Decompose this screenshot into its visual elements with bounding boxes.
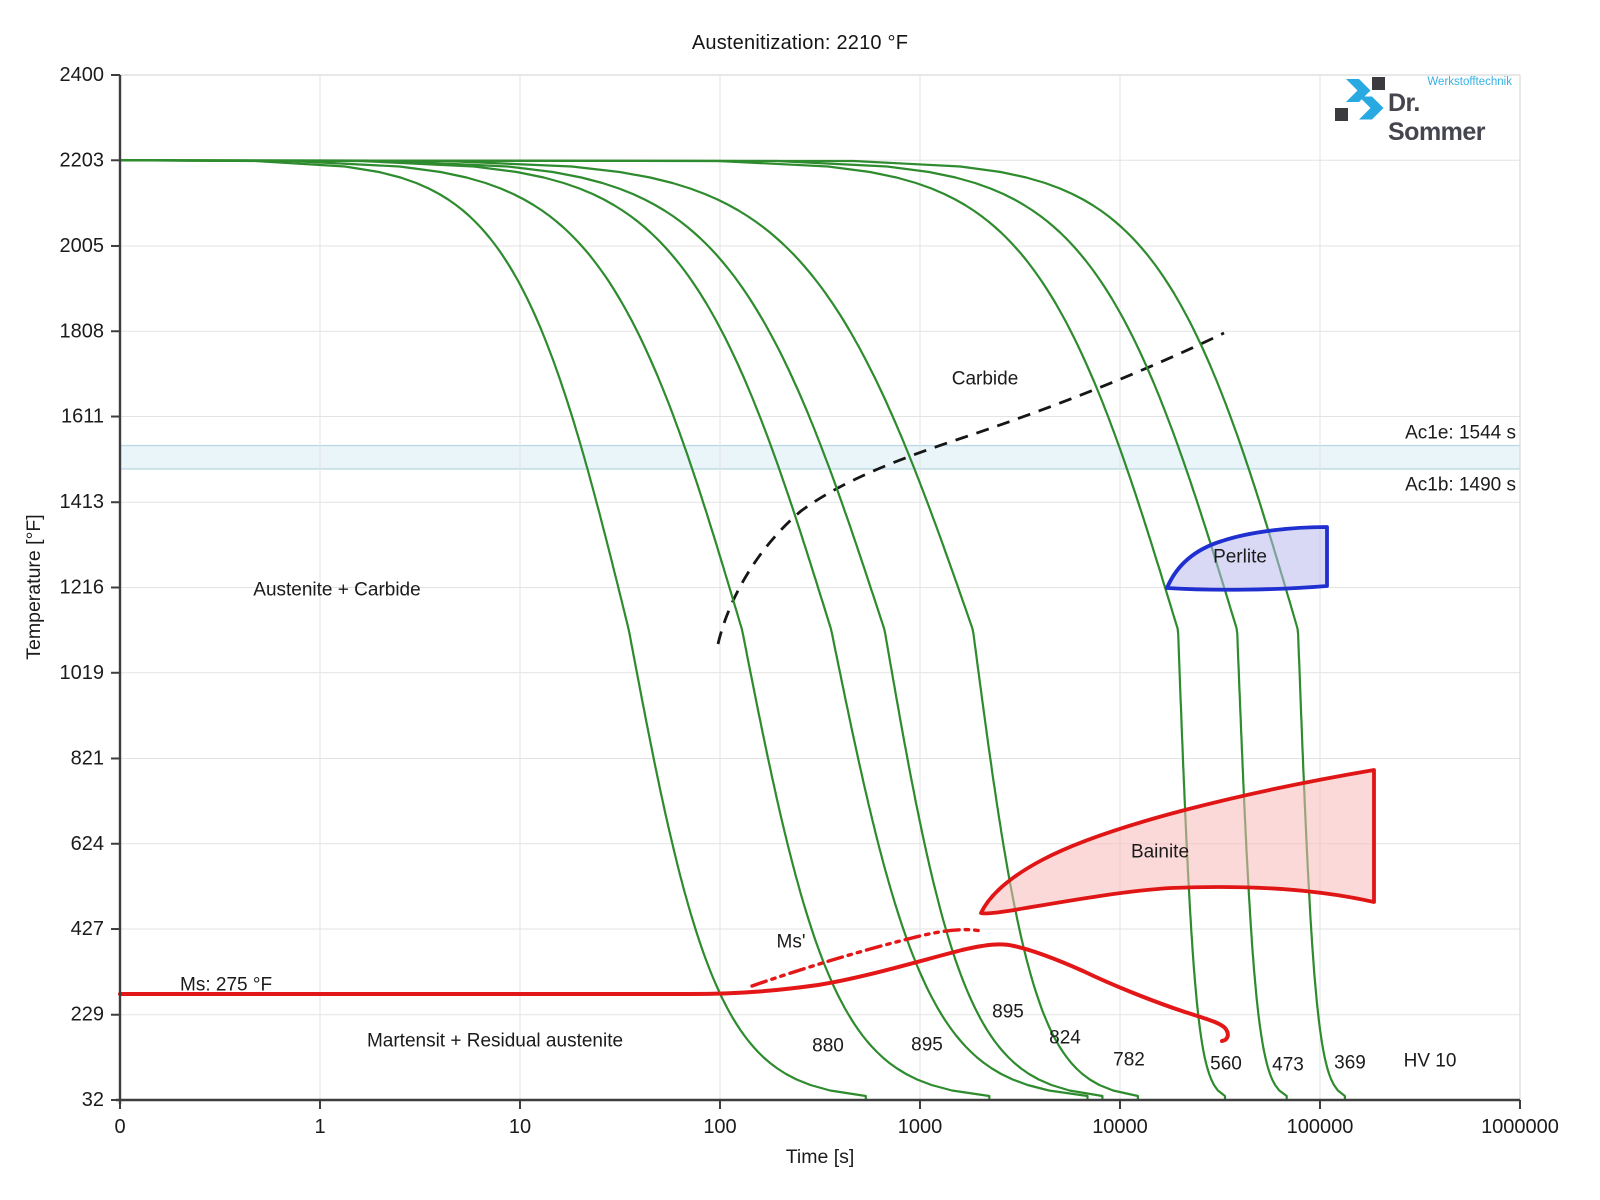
cooling-curves bbox=[120, 159, 1347, 1100]
carbide-curve bbox=[716, 331, 1225, 645]
annotation-label: 560 bbox=[1210, 1054, 1242, 1075]
y-tick-label: 32 bbox=[82, 1089, 104, 1111]
annotation-label: Ac1e: 1544 s bbox=[1405, 423, 1516, 444]
y-tick-label: 2005 bbox=[60, 235, 105, 257]
x-tick-label: 1 bbox=[314, 1116, 325, 1138]
annotations: Austenite + Carbide Carbide Perlite Bainite… bbox=[180, 369, 1516, 1076]
x-tick-label: 1000 bbox=[898, 1116, 943, 1138]
tick-labels: 2400 2203 2005 1808 1611 1413 1216 1019 821 624 42… bbox=[60, 64, 1559, 1138]
y-tick-label: 1216 bbox=[60, 577, 105, 599]
cooling-curve bbox=[120, 159, 1347, 1100]
x-tick-label: 10 bbox=[509, 1116, 531, 1138]
ac1-band bbox=[120, 444, 1520, 470]
cooling-curve bbox=[120, 159, 1288, 1100]
y-tick-label: 1808 bbox=[60, 320, 105, 342]
x-axis-title: Time [s] bbox=[786, 1146, 855, 1168]
logo-brand: Dr. Sommer bbox=[1388, 89, 1486, 146]
ms-prime-curve bbox=[750, 927, 983, 988]
y-tick-label: 1019 bbox=[60, 662, 105, 684]
annotation-label: Perlite bbox=[1213, 547, 1267, 568]
perlite-outline bbox=[1165, 525, 1329, 592]
chart-title: Austenitization: 2210 °F bbox=[691, 32, 909, 54]
y-tick-label: 229 bbox=[71, 1004, 104, 1026]
annotation-label: Carbide bbox=[952, 369, 1019, 390]
x-tick-label: 0 bbox=[114, 1116, 125, 1138]
perlite-region bbox=[1165, 525, 1329, 592]
annotation-label: 895 bbox=[911, 1035, 943, 1056]
cooling-curve bbox=[120, 159, 1227, 1100]
bainite-fill bbox=[981, 770, 1374, 914]
gridlines bbox=[120, 74, 1521, 1100]
ms-curve bbox=[118, 942, 1230, 1043]
annotation-label: HV 10 bbox=[1404, 1051, 1457, 1072]
dr-sommer-logo: Werkstofftechnik Dr. Sommer bbox=[1326, 76, 1516, 146]
annotation-label: Ms' bbox=[777, 932, 806, 953]
logo-tagline: Werkstofftechnik bbox=[1427, 76, 1512, 88]
bainite-region bbox=[979, 768, 1376, 916]
perlite-fill bbox=[1167, 527, 1327, 590]
cooling-curve bbox=[120, 159, 867, 1100]
bainite-outline bbox=[979, 768, 1376, 916]
cooling-curve bbox=[120, 159, 1104, 1100]
y-tick-label: 427 bbox=[71, 918, 104, 940]
x-tick-label: 10000 bbox=[1092, 1116, 1148, 1138]
y-tick-label: 1413 bbox=[60, 491, 105, 513]
annotation-label: Austenite + Carbide bbox=[253, 580, 420, 601]
y-axis-title: Temperature [°F] bbox=[23, 514, 45, 659]
annotation-label: 880 bbox=[812, 1036, 844, 1057]
annotation-label: 895 bbox=[992, 1002, 1024, 1023]
x-tick-label: 100 bbox=[703, 1116, 736, 1138]
x-tick-label: 1000000 bbox=[1481, 1116, 1559, 1138]
annotation-label: Ms: 275 °F bbox=[180, 975, 272, 996]
cooling-curve bbox=[120, 159, 1140, 1100]
annotation-label: Martensit + Residual austenite bbox=[367, 1031, 623, 1052]
y-tick-label: 624 bbox=[71, 833, 104, 855]
y-tick-label: 1611 bbox=[61, 406, 104, 428]
annotation-label: Ac1b: 1490 s bbox=[1405, 475, 1516, 496]
annotation-label: 782 bbox=[1113, 1050, 1145, 1071]
axis-ticks bbox=[111, 74, 1521, 1109]
cooling-curve bbox=[120, 159, 1089, 1100]
y-tick-label: 2203 bbox=[60, 149, 105, 171]
annotation-label: 824 bbox=[1049, 1028, 1081, 1049]
annotation-label: Bainite bbox=[1131, 842, 1189, 863]
ac1-band-fill bbox=[120, 445, 1520, 469]
annotation-label: 369 bbox=[1334, 1053, 1366, 1074]
cooling-curve bbox=[120, 159, 991, 1100]
logo-glyph-icon bbox=[1335, 77, 1385, 121]
annotation-label: 473 bbox=[1272, 1055, 1304, 1076]
y-tick-label: 2400 bbox=[60, 64, 105, 86]
x-tick-label: 100000 bbox=[1287, 1116, 1354, 1138]
y-tick-label: 821 bbox=[71, 747, 104, 769]
